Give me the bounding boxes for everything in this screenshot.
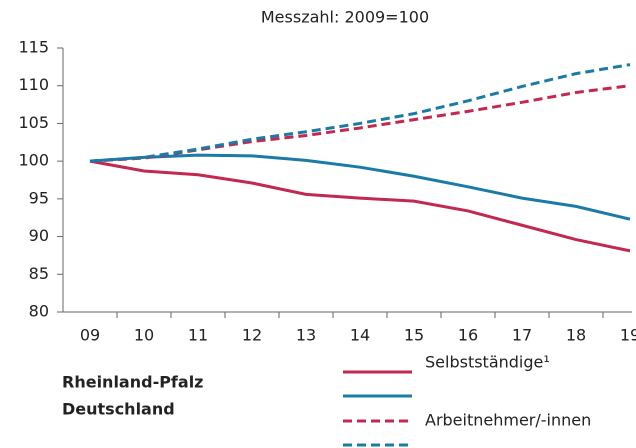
legend-label: Arbeitnehmer/-innen bbox=[425, 411, 591, 430]
legend-label: Selbstständige¹ bbox=[425, 353, 550, 372]
legend-region: Deutschland bbox=[62, 400, 175, 419]
x-tick-label: 17 bbox=[512, 326, 532, 345]
y-tick-label: 115 bbox=[18, 38, 49, 57]
x-tick-label: 14 bbox=[350, 326, 370, 345]
x-tick-label: 09 bbox=[80, 326, 100, 345]
legend-region: Rheinland-Pfalz bbox=[62, 373, 203, 392]
x-tick-label: 19 bbox=[620, 326, 636, 345]
y-tick-label: 100 bbox=[18, 151, 49, 170]
x-tick-label: 10 bbox=[134, 326, 154, 345]
x-tick-label: 11 bbox=[188, 326, 208, 345]
y-tick-label: 90 bbox=[29, 226, 49, 245]
y-tick-label: 85 bbox=[29, 264, 49, 283]
series-line bbox=[89, 153, 631, 221]
chart-title: Messzahl: 2009=100 bbox=[261, 8, 429, 27]
y-tick-label: 105 bbox=[18, 113, 49, 132]
x-tick-label: 16 bbox=[458, 326, 478, 345]
y-tick-label: 95 bbox=[29, 188, 49, 207]
series-line bbox=[89, 63, 631, 163]
y-tick-label: 110 bbox=[18, 75, 49, 94]
y-tick-label: 80 bbox=[29, 302, 49, 321]
x-tick-label: 15 bbox=[404, 326, 424, 345]
x-tick-label: 13 bbox=[296, 326, 316, 345]
x-tick-label: 18 bbox=[566, 326, 586, 345]
x-tick-label: 12 bbox=[242, 326, 262, 345]
series-line bbox=[89, 159, 631, 253]
